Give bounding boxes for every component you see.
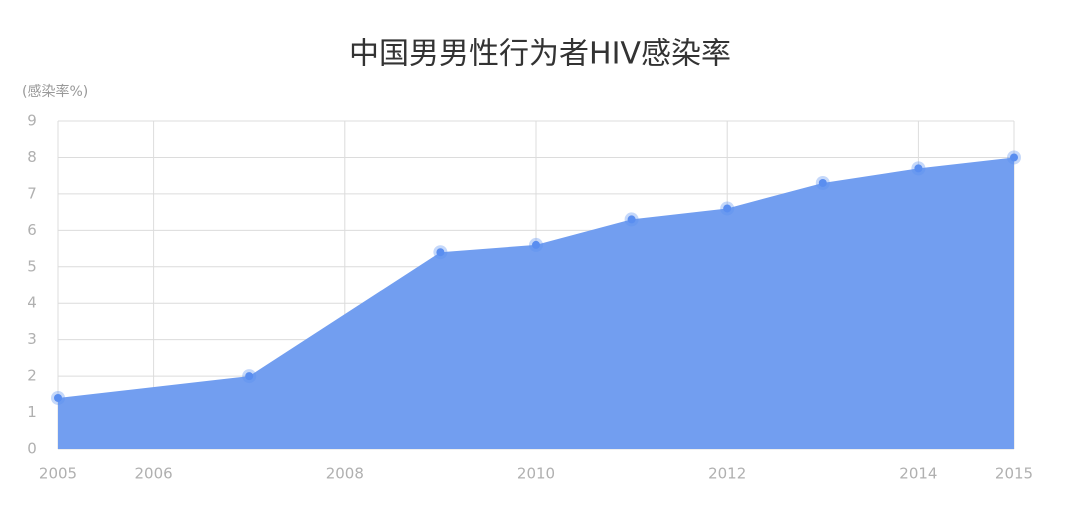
- data-point: [245, 372, 254, 381]
- data-point: [532, 240, 540, 249]
- data-point: [914, 164, 923, 173]
- y-tick-label: 4: [27, 294, 37, 312]
- y-axis-label: (感染率%): [22, 83, 88, 100]
- data-point: [54, 393, 62, 402]
- y-tick-label: 6: [27, 221, 37, 239]
- y-tick-label: 7: [27, 184, 37, 202]
- data-point: [627, 215, 636, 224]
- data-point: [818, 178, 827, 187]
- data-point: [1010, 153, 1018, 162]
- x-tick-label: 2008: [326, 465, 364, 483]
- y-tick-label: 2: [27, 367, 37, 385]
- chart-title: 中国男男性行为者HIV感染率: [349, 37, 731, 72]
- y-tick-label: 9: [27, 112, 37, 130]
- x-tick-label: 2012: [708, 465, 746, 483]
- y-tick-label: 5: [27, 257, 37, 275]
- x-tick-label: 2015: [995, 465, 1033, 483]
- x-tick-label: 2005: [39, 465, 77, 483]
- x-tick-label: 2014: [899, 465, 937, 483]
- y-tick-label: 8: [27, 148, 37, 166]
- area: [58, 157, 1014, 449]
- data-point: [723, 204, 732, 213]
- y-tick-label: 0: [27, 440, 37, 458]
- x-tick-label: 2010: [517, 465, 555, 483]
- data-point: [436, 248, 445, 257]
- y-tick-label: 3: [27, 330, 37, 348]
- x-tick-label: 2006: [135, 465, 173, 483]
- y-tick-label: 1: [27, 403, 37, 421]
